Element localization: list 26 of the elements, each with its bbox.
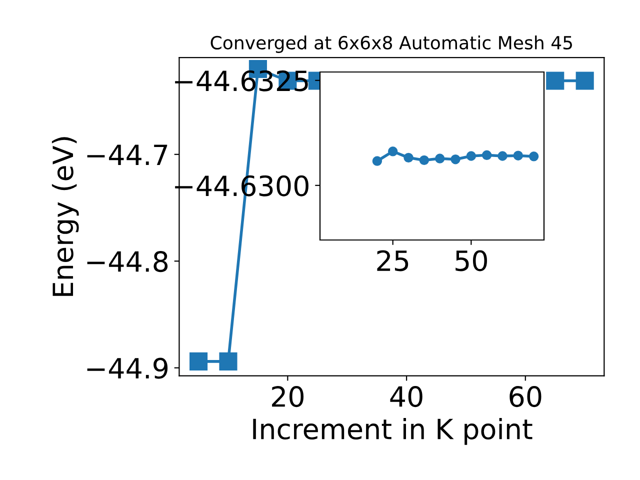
y-tick-label: −44.7 xyxy=(87,144,168,165)
point xyxy=(419,155,430,166)
y-tick-label: −44.8 xyxy=(87,251,168,272)
point xyxy=(513,150,524,160)
point xyxy=(404,152,414,163)
point xyxy=(482,150,492,160)
point xyxy=(189,352,208,370)
x-tick-label: 25 xyxy=(377,250,408,272)
point xyxy=(498,151,508,161)
x-tick-label: 20 xyxy=(272,386,304,408)
point xyxy=(466,151,476,161)
point xyxy=(372,156,382,166)
point xyxy=(528,152,539,162)
point xyxy=(546,72,564,90)
chart-title: Converged at 6x6x8 Automatic Mesh 45 xyxy=(210,36,572,54)
point xyxy=(434,154,445,164)
x-axis-title: Increment in K point xyxy=(253,418,532,445)
x-tick-label: 50 xyxy=(456,250,487,272)
x-tick-label: 60 xyxy=(510,386,542,408)
y-tick-label: −44.9 xyxy=(87,358,168,379)
point xyxy=(576,72,594,90)
point xyxy=(388,146,398,156)
y-axis-title: Energy (eV) xyxy=(52,137,79,296)
point xyxy=(450,154,460,164)
point xyxy=(219,352,238,370)
x-tick-label: 40 xyxy=(390,386,422,408)
